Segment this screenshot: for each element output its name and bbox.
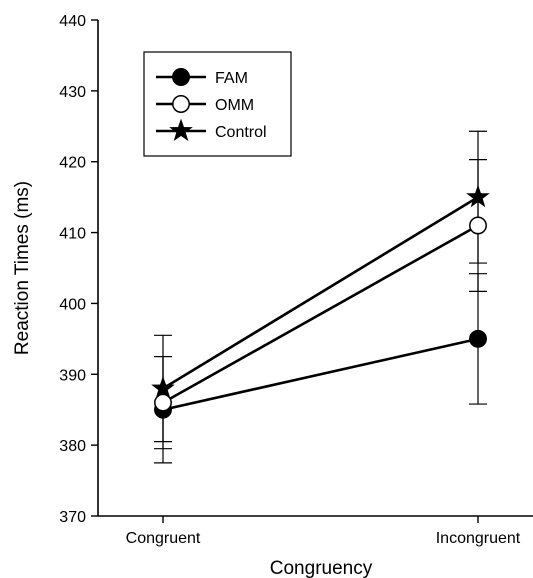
y-tick-label-440: 440 <box>59 13 86 30</box>
error-bars <box>154 130 487 464</box>
y-tick-label-370: 370 <box>59 509 86 526</box>
y-tick-label-380: 380 <box>59 438 86 455</box>
legend-label-fam: FAM <box>215 70 248 87</box>
x-axis-title: Congruency <box>270 558 373 578</box>
y-tick-label-410: 410 <box>59 226 86 243</box>
y-tick-label-390: 390 <box>59 367 86 384</box>
series-line-omm <box>162 224 479 404</box>
series-lines <box>162 196 479 411</box>
legend: FAM OMM Control <box>143 51 292 157</box>
x-tick-label-incongruent: Incongruent <box>436 530 521 547</box>
legend-label-control: Control <box>215 124 267 141</box>
series-line-control <box>162 196 479 390</box>
point-control-incongruent <box>466 184 490 208</box>
legend-marker-control <box>169 118 193 142</box>
x-ticks: Congruent Incongruent <box>126 516 521 547</box>
point-fam-incongruent <box>469 329 487 348</box>
y-tick-label-430: 430 <box>59 84 86 101</box>
legend-marker-fam <box>172 68 190 86</box>
point-omm-incongruent <box>469 216 487 235</box>
y-tick-label-420: 420 <box>59 155 86 172</box>
point-omm-congruent <box>154 393 172 412</box>
series-markers <box>151 184 490 419</box>
y-axis-title: Reaction Times (ms) <box>12 181 33 355</box>
legend-marker-omm <box>172 95 190 113</box>
y-ticks: 370 380 390 400 410 420 430 440 <box>59 13 98 526</box>
y-tick-label-400: 400 <box>59 296 86 313</box>
legend-label-omm: OMM <box>215 97 254 114</box>
series-line-fam <box>162 337 479 411</box>
point-control-congruent <box>151 376 175 399</box>
x-tick-label-congruent: Congruent <box>126 530 201 547</box>
axes <box>97 20 533 517</box>
